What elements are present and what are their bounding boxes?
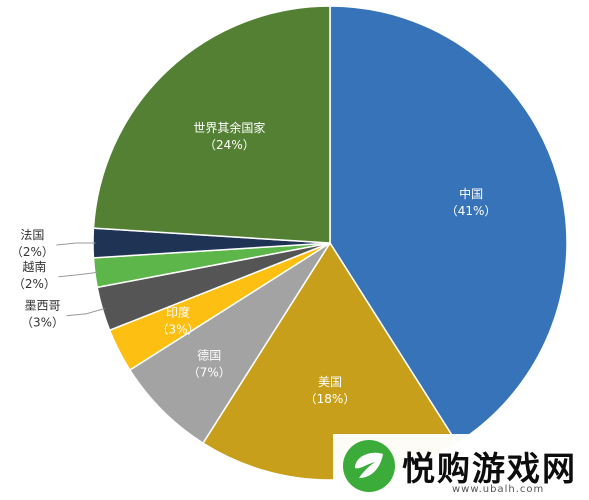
slice-label-5: 越南	[22, 259, 46, 274]
slice-percent-3: （3%）	[156, 323, 199, 337]
slice-percent-1: （18%）	[305, 392, 356, 406]
slice-labels: 中国（41%）美国（18%）德国（7%）印度（3%）墨西哥（3%）越南（2%）法…	[11, 120, 497, 406]
slice-percent-0: （41%）	[446, 204, 497, 218]
pie-slice-0	[329, 5, 568, 445]
pie-slice-2	[128, 242, 331, 445]
slice-percent-6: （2%）	[11, 245, 54, 259]
slice-label-4: 墨西哥	[24, 299, 60, 313]
leader-lines	[56, 242, 105, 317]
leader-line-6	[56, 242, 96, 246]
slice-percent-4: （3%）	[21, 316, 64, 330]
slice-percent-5: （2%）	[13, 277, 56, 291]
slice-label-1: 美国	[318, 375, 342, 389]
slice-label-7: 世界其余国家	[193, 120, 265, 135]
leaf-logo-icon	[343, 440, 395, 492]
watermark-url: www.ubalh.com	[452, 484, 545, 495]
leader-line-5	[58, 271, 98, 278]
slice-percent-7: （24%）	[204, 138, 255, 152]
pie-slices	[92, 5, 568, 481]
watermark-text: 悦购游戏网	[402, 449, 577, 488]
leader-line-4	[66, 308, 105, 317]
slice-label-2: 德国	[197, 348, 221, 363]
slice-label-3: 印度	[166, 305, 190, 320]
slice-label-0: 中国	[459, 186, 483, 201]
slice-percent-2: （7%）	[188, 366, 231, 380]
pie-slice-7	[92, 5, 331, 244]
slice-label-6: 法国	[20, 228, 44, 242]
